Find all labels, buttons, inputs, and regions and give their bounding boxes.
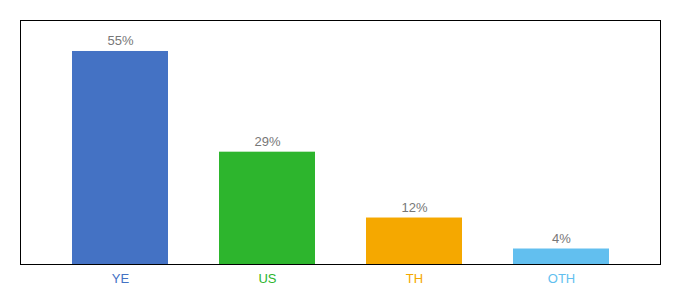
svg-text:12%: 12% (401, 200, 427, 215)
svg-text:YE: YE (112, 271, 130, 286)
svg-text:29%: 29% (254, 134, 280, 149)
svg-text:US: US (258, 271, 276, 286)
svg-text:OTH: OTH (548, 271, 575, 286)
svg-text:4%: 4% (552, 231, 571, 246)
svg-text:55%: 55% (107, 33, 133, 48)
svg-text:TH: TH (406, 271, 423, 286)
